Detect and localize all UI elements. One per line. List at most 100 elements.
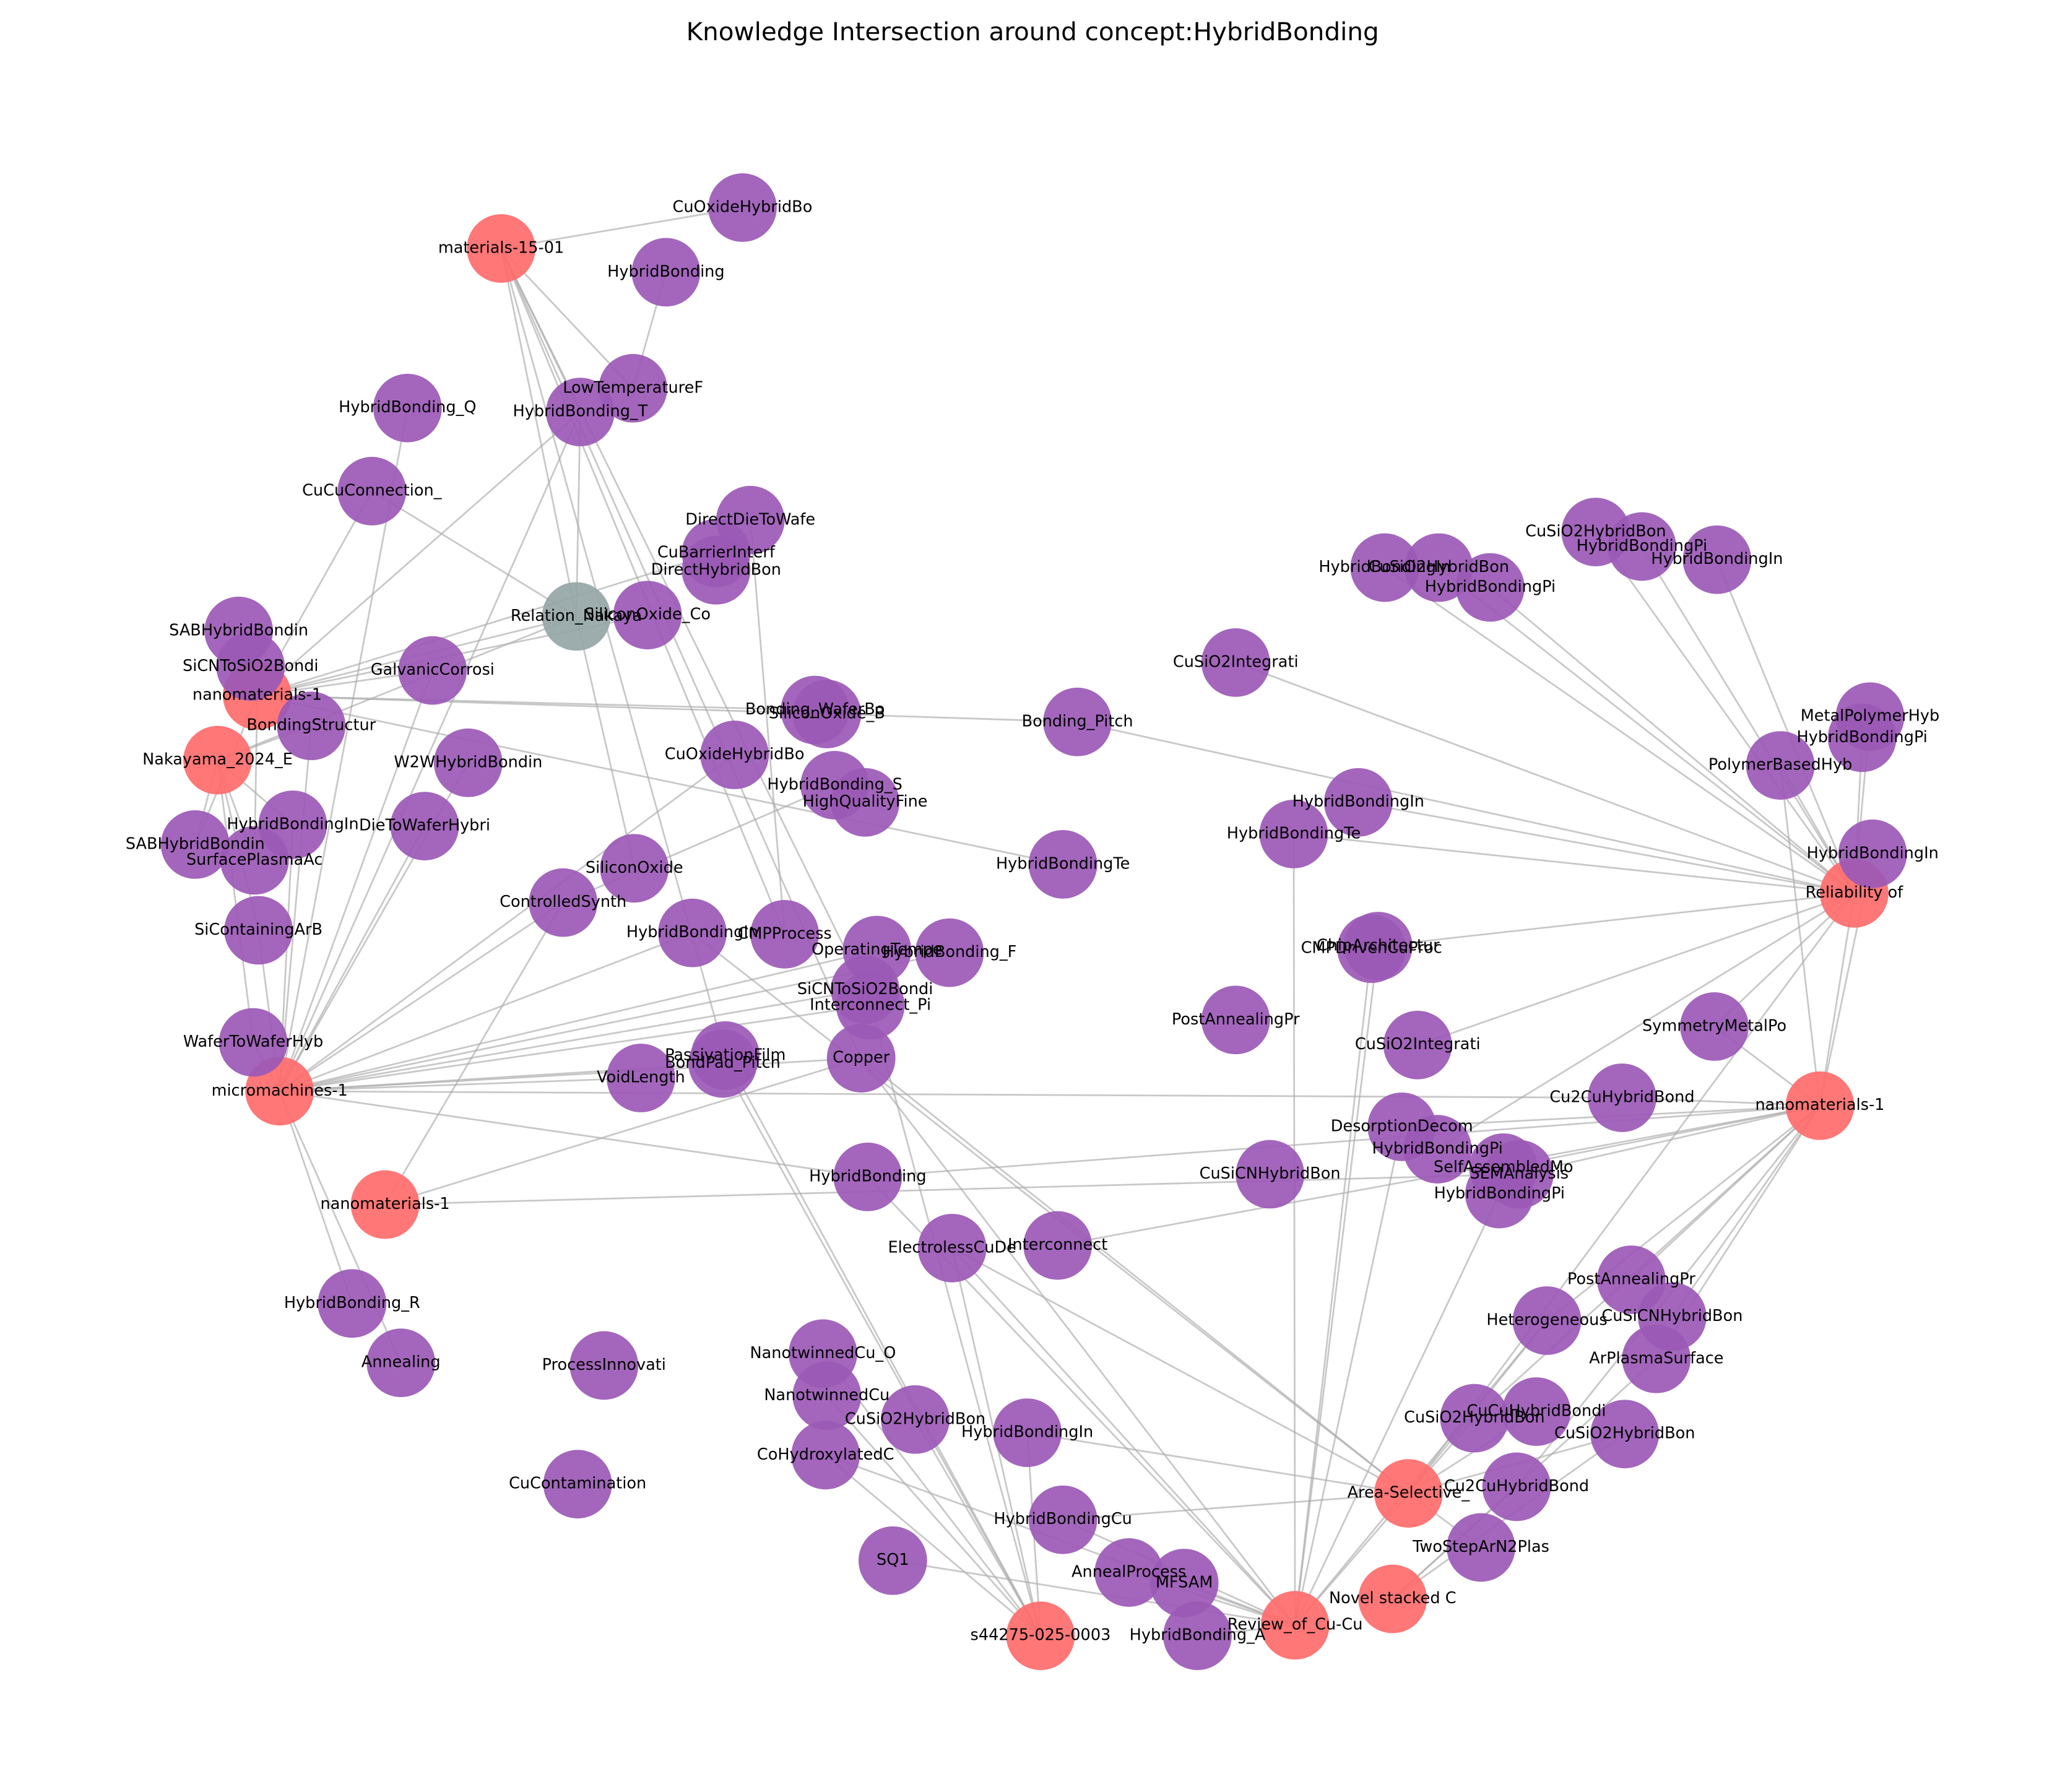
node-label: nanomaterials-1 <box>1755 1096 1884 1114</box>
node-label: AnnealProcess <box>1071 1562 1186 1581</box>
edge <box>1063 1492 1409 1521</box>
node <box>993 1398 1062 1467</box>
node-label: HybridBondingIn <box>626 923 758 941</box>
node-label: HybridBondingTe <box>1227 824 1361 842</box>
node <box>1465 1159 1534 1229</box>
node-label: Relation_Nakaya <box>511 607 642 625</box>
node-label: NanotwinnedCu_O <box>750 1344 896 1362</box>
node-label: Bonding_Pitch <box>1022 712 1133 730</box>
node-label: PassivationFilm <box>665 1045 786 1064</box>
node-label: HybridBondingPi <box>1372 1140 1503 1158</box>
node <box>1383 1010 1452 1080</box>
node <box>1502 1377 1571 1446</box>
edge <box>1292 834 1296 1625</box>
node <box>1838 819 1907 888</box>
node-label: PostAnnealingPr <box>1567 1270 1695 1288</box>
node-label: SiContainingArB <box>194 920 323 939</box>
node <box>1680 992 1749 1061</box>
node-label: DirectDieToWafe <box>685 510 815 529</box>
edge <box>1358 801 1855 894</box>
node-label: Interconnect <box>1008 1236 1107 1254</box>
node <box>1201 628 1270 697</box>
node-label: ElectrolessCuDe <box>888 1238 1016 1257</box>
node <box>1512 1286 1582 1355</box>
node <box>1006 1601 1075 1671</box>
node <box>1447 1513 1515 1582</box>
node-label: CuSiO2HybridBon <box>845 1409 985 1428</box>
node <box>631 238 701 307</box>
node <box>688 1029 757 1098</box>
node-label: SEMAnalysis <box>1470 1164 1569 1183</box>
node <box>1622 1324 1691 1393</box>
node-label: SiliconOxide <box>586 859 683 877</box>
node-label: HybridBonding <box>607 262 724 281</box>
node-label: ControlledSynth <box>500 893 626 911</box>
node <box>1746 731 1815 800</box>
edge <box>279 1090 868 1178</box>
edge <box>1595 531 1855 894</box>
node <box>160 810 230 879</box>
node-label: nanomaterials-1 <box>193 686 322 704</box>
edge <box>217 615 577 761</box>
node-label: Cu2CuHybridBond <box>1549 1088 1694 1106</box>
node-label: OperatingTempe <box>812 940 943 959</box>
edge <box>279 989 865 1093</box>
node-label: DesorptionDecom <box>1331 1117 1473 1135</box>
node-label: DieToWaferHybri <box>359 816 490 835</box>
node <box>836 971 905 1040</box>
node <box>373 373 442 443</box>
node <box>708 173 777 242</box>
node <box>1023 1211 1093 1280</box>
node-label: HybridBonding_A <box>1130 1626 1266 1645</box>
node-label: HybridBondingPi <box>1425 578 1556 596</box>
node-label: ArPlasmaSurface <box>1589 1349 1723 1367</box>
node-label: CuCuConnection_ <box>302 481 443 500</box>
node <box>569 1331 639 1400</box>
node-label: HybridBondingIn <box>1807 844 1939 862</box>
node-label: SiliconOxide_Co <box>584 605 711 624</box>
node <box>858 1526 927 1595</box>
node-label: HybridBondingIn <box>1318 558 1450 576</box>
node-label: materials-15-01 <box>438 238 564 257</box>
node <box>529 868 598 937</box>
node-label: SiliconOxide_B <box>769 704 885 722</box>
node-label: CoHydroxylatedC <box>757 1445 894 1464</box>
node <box>791 1421 860 1490</box>
edge <box>825 1454 1041 1637</box>
edge <box>1779 765 1821 1106</box>
node <box>1259 799 1328 868</box>
edge <box>722 1063 1042 1637</box>
edge <box>279 932 693 1093</box>
node-label: SABHybridBondin <box>126 834 265 853</box>
node <box>1236 1140 1305 1209</box>
node-label: Copper <box>833 1049 890 1067</box>
node <box>1358 1564 1427 1634</box>
edge <box>279 825 426 1092</box>
node <box>833 1142 903 1211</box>
node <box>1337 914 1406 984</box>
edge <box>1671 1105 1821 1317</box>
edge <box>1027 1432 1409 1494</box>
node-label: DirectHybridBon <box>651 560 781 579</box>
node <box>613 581 682 650</box>
node-label: VoidLength <box>597 1068 685 1087</box>
edge <box>1819 893 1855 1106</box>
labels: materials-15-01 nanomaterials-1 Nakayama_2… <box>126 197 1939 1644</box>
node-label: SQ1 <box>877 1551 909 1569</box>
edge <box>749 520 786 935</box>
node <box>1404 533 1473 602</box>
node-label: PostAnnealingPr <box>1172 1010 1300 1029</box>
node-label: Interconnect_Pi <box>810 995 931 1014</box>
edge <box>893 1559 1296 1627</box>
node <box>277 691 346 761</box>
edge <box>501 207 743 249</box>
node <box>881 1385 950 1454</box>
node <box>599 353 668 423</box>
node-label: HybridBondingIn <box>227 815 358 833</box>
edge <box>1294 1127 1403 1625</box>
edge <box>1641 546 1855 894</box>
node <box>318 1269 387 1338</box>
edge <box>1294 948 1373 1625</box>
edge <box>1518 1104 1820 1175</box>
node-label: WaferToWaferHyb <box>183 1032 323 1051</box>
